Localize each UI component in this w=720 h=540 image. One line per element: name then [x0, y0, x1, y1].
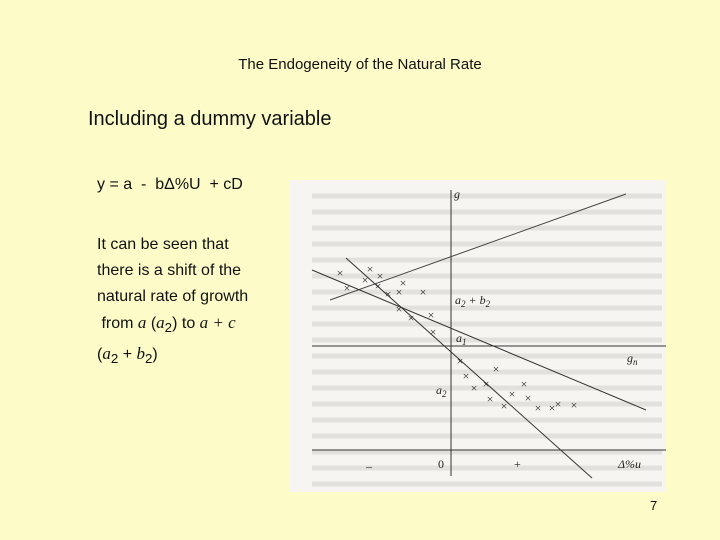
point: ×: [501, 399, 508, 413]
point: ×: [344, 281, 351, 295]
point: ×: [377, 269, 384, 283]
point: ×: [493, 362, 500, 376]
point: ×: [337, 266, 344, 280]
point: ×: [521, 377, 528, 391]
point: ×: [408, 311, 415, 325]
point: ×: [535, 401, 542, 415]
point: ×: [396, 285, 403, 299]
y-axis-label: g: [454, 187, 460, 201]
x-plus-label: +: [514, 457, 521, 471]
steep-regression-line: [345, 257, 593, 479]
explanation-line-4: from a (a2) to a + c: [97, 313, 236, 336]
a1-label: a1: [456, 331, 467, 347]
a2-label: a2: [436, 383, 447, 399]
point: ×: [367, 262, 374, 276]
point: ×: [428, 308, 435, 322]
slide-subtitle: Including a dummy variable: [88, 108, 332, 130]
a2-plus-b2-label: a2 + b2: [455, 293, 491, 309]
point: ×: [457, 354, 464, 368]
point: ×: [420, 285, 427, 299]
point: ×: [487, 392, 494, 406]
point: ×: [400, 276, 407, 290]
point: ×: [555, 397, 562, 411]
point: ×: [463, 369, 470, 383]
background-scan-lines: [312, 193, 662, 487]
page-number: 7: [650, 498, 658, 513]
point: ×: [471, 381, 478, 395]
point: ×: [375, 279, 382, 293]
origin-label: 0: [438, 457, 444, 471]
shifted-regression-line: [329, 193, 627, 301]
x-axis-label: Δ%u: [617, 457, 641, 471]
explanation-line-2: there is a shift of the: [97, 262, 242, 279]
point: ×: [571, 398, 578, 412]
explanation-line-3: natural rate of growth: [97, 288, 249, 305]
x-minus-label: –: [365, 459, 373, 473]
scatter-diagram: × × × × × × × × × × × × × × × × × × × × …: [290, 180, 666, 492]
natural-rate-label: gn: [627, 351, 638, 367]
point: ×: [396, 302, 403, 316]
shallow-regression-line: [311, 269, 647, 411]
point: ×: [430, 325, 437, 339]
point: ×: [509, 387, 516, 401]
regression-equation: y = a - bΔ%U + cD: [97, 176, 243, 193]
explanation-text: It can be seen that there is a shift of …: [97, 232, 297, 372]
explanation-line-1: It can be seen that: [97, 236, 229, 253]
explanation-line-5: (a2 + b2): [97, 344, 158, 367]
point: ×: [525, 391, 532, 405]
scatter-points: × × × × × × × × × × × × × × × × × × × × …: [337, 262, 578, 415]
point: ×: [483, 377, 490, 391]
point: ×: [385, 287, 392, 301]
point: ×: [549, 401, 556, 415]
point: ×: [362, 273, 369, 287]
slide-title: The Endogeneity of the Natural Rate: [238, 56, 482, 73]
